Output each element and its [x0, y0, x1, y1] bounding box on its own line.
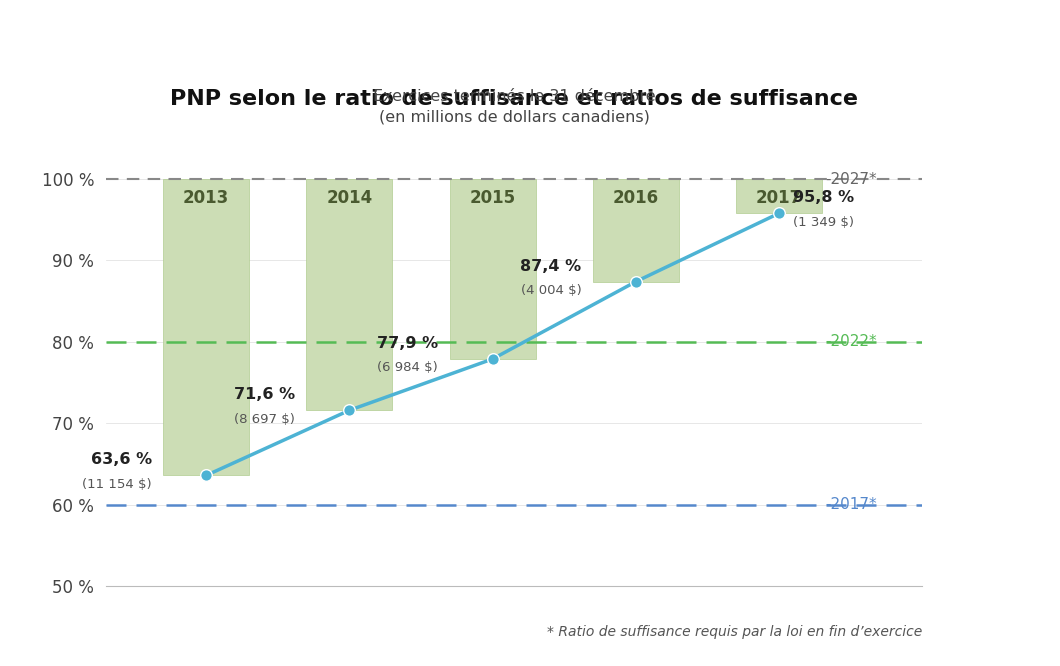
Text: 77,9 %: 77,9 %	[377, 336, 438, 351]
Point	[628, 276, 644, 287]
Text: (6 984 $): (6 984 $)	[377, 362, 438, 374]
Point	[198, 470, 215, 481]
Text: 2013: 2013	[183, 189, 229, 207]
Bar	[449, 179, 535, 359]
Text: (11 154 $): (11 154 $)	[83, 478, 152, 491]
Text: 63,6 %: 63,6 %	[91, 452, 152, 468]
Text: 95,8 %: 95,8 %	[793, 190, 854, 205]
Text: 2017: 2017	[756, 189, 802, 207]
Bar	[736, 179, 822, 213]
Title: PNP selon le ratio de suffisance et ratios de suffisance: PNP selon le ratio de suffisance et rati…	[170, 89, 859, 109]
Text: * Ratio de suffisance requis par la loi en fin d’exercice: * Ratio de suffisance requis par la loi …	[547, 625, 922, 639]
Text: (1 349 $): (1 349 $)	[793, 216, 854, 228]
Text: 2014: 2014	[326, 189, 372, 207]
Bar	[306, 179, 392, 410]
Text: Exercices terminés le 31 décembre: Exercices terminés le 31 décembre	[373, 89, 655, 104]
Text: -2017*: -2017*	[825, 498, 877, 512]
Point	[771, 208, 788, 218]
Point	[341, 405, 358, 416]
Text: (en millions de dollars canadiens): (en millions de dollars canadiens)	[378, 109, 650, 124]
Bar	[593, 179, 678, 282]
Bar	[163, 179, 249, 476]
Text: 2016: 2016	[613, 189, 659, 207]
Text: -2022*: -2022*	[825, 334, 877, 350]
Text: (4 004 $): (4 004 $)	[520, 284, 581, 297]
Point	[484, 354, 501, 364]
Text: (8 697 $): (8 697 $)	[234, 413, 295, 426]
Text: 2015: 2015	[470, 189, 515, 207]
Text: 71,6 %: 71,6 %	[234, 387, 295, 402]
Text: -2027*: -2027*	[825, 172, 877, 186]
Text: 87,4 %: 87,4 %	[520, 258, 581, 274]
